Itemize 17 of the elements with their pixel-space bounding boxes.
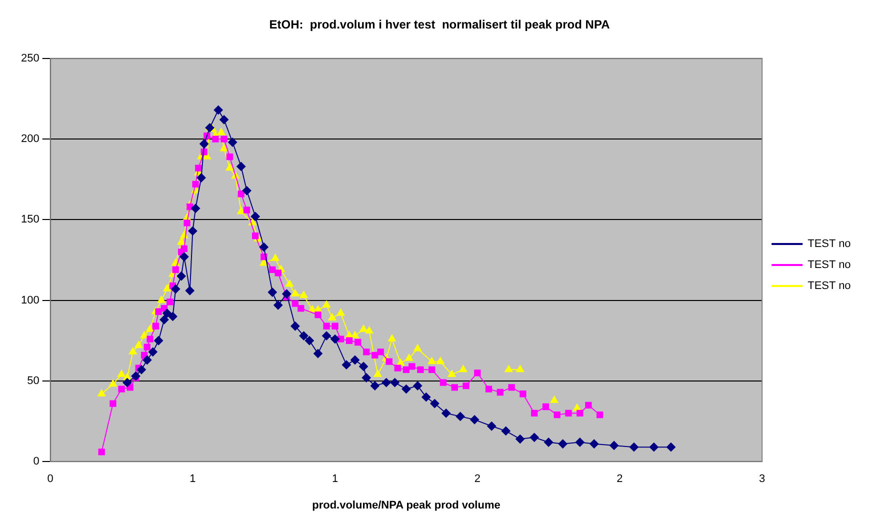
- x-axis-title: prod.volume/NPA peak prod volume: [312, 499, 500, 512]
- x-tick-label: 1: [190, 473, 196, 486]
- x-tick-label: 3: [759, 473, 766, 486]
- y-tick-label: 250: [20, 52, 40, 64]
- x-tick-label: 2: [616, 473, 623, 486]
- y-tick-label: 50: [27, 374, 40, 387]
- x-tick-label: 0: [47, 473, 54, 486]
- y-tick-label: 150: [20, 214, 40, 226]
- x-tick-label: 2: [474, 473, 480, 486]
- chart-title: EtOH: prod.volum i hver test normalisert til peak prod NPA: [269, 18, 610, 32]
- legend-label: TEST no: [808, 280, 851, 292]
- x-tick-label: 1: [332, 473, 338, 486]
- y-tick-label: 200: [20, 133, 40, 146]
- legend-label: TEST no: [808, 238, 851, 250]
- y-tick-label: 0: [33, 456, 40, 468]
- legend-label: TEST no: [808, 259, 851, 272]
- y-tick-label: 100: [20, 294, 40, 306]
